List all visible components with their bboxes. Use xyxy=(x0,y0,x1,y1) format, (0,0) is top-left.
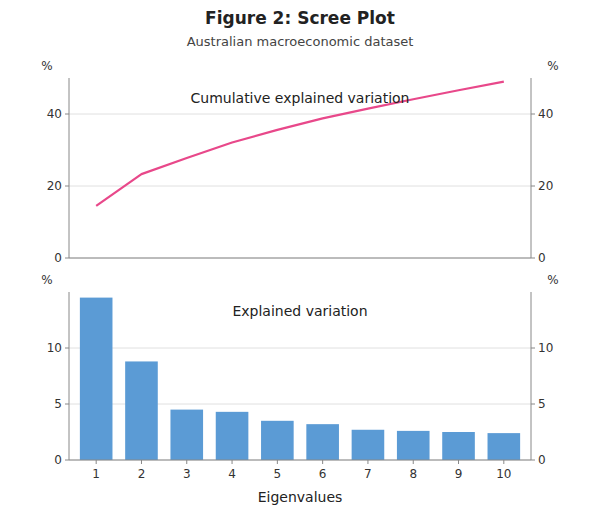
x-tick xyxy=(232,460,233,464)
grid-line xyxy=(69,348,531,349)
y-tick xyxy=(65,348,69,349)
bar xyxy=(170,410,203,460)
grid-line xyxy=(69,258,531,259)
y-tick-label: 0 xyxy=(54,251,62,265)
bar xyxy=(352,430,385,460)
x-axis-line xyxy=(69,258,531,259)
line xyxy=(96,82,504,206)
x-tick xyxy=(186,460,187,464)
annotation: Explained variation xyxy=(232,303,367,319)
bar xyxy=(80,298,113,460)
y2-tick xyxy=(531,186,535,187)
x-tick xyxy=(277,460,278,464)
subtitle: Australian macroeconomic dataset xyxy=(187,34,414,49)
bar xyxy=(125,361,158,460)
grid-line xyxy=(69,114,531,115)
title: Figure 2: Scree Plot xyxy=(205,8,395,28)
bar xyxy=(306,424,339,460)
x-tick xyxy=(367,460,368,464)
panel: 0 20 40 0 20 40%% Cumulative explained variati… xyxy=(41,59,558,265)
grid-line xyxy=(69,460,531,461)
y-axis-line xyxy=(69,292,70,460)
y2-tick xyxy=(531,348,535,349)
y-tick-label: 10 xyxy=(47,341,62,355)
x-tick xyxy=(322,460,323,464)
x-tick xyxy=(458,460,459,464)
x-tick-label: 4 xyxy=(228,467,236,481)
x-tick-label: 2 xyxy=(138,467,146,481)
x-tick-label: 6 xyxy=(319,467,327,481)
y-axis-label: % xyxy=(41,59,52,73)
y-tick xyxy=(65,114,69,115)
y-axis-line xyxy=(69,78,70,258)
x-tick xyxy=(141,460,142,464)
y-tick-label: 20 xyxy=(47,179,62,193)
y2-tick xyxy=(531,404,535,405)
y2-tick-label: 0 xyxy=(538,251,546,265)
chart: Figure 2: Scree Plot Australian macroecon… xyxy=(0,0,600,530)
y2-tick xyxy=(531,460,535,461)
panel: 0 5 10 0 5 10 1 2 3 4 5 6 7 8 9 10%% Eigenvalues Explaine… xyxy=(41,273,558,505)
marks xyxy=(96,82,504,206)
bar xyxy=(216,412,249,460)
x-tick-label: 5 xyxy=(274,467,282,481)
marks xyxy=(80,298,520,460)
y-tick xyxy=(65,460,69,461)
x-tick xyxy=(503,460,504,464)
y-axis-label: % xyxy=(41,273,52,287)
x-tick-label: 1 xyxy=(92,467,100,481)
y-tick xyxy=(65,404,69,405)
y2-tick xyxy=(531,258,535,259)
y-tick-label: 40 xyxy=(47,107,62,121)
y2-tick-label: 40 xyxy=(538,107,553,121)
bar xyxy=(488,433,521,460)
y2-tick-label: 10 xyxy=(538,341,553,355)
x-tick-label: 10 xyxy=(496,467,511,481)
y2-tick-label: 5 xyxy=(538,397,546,411)
y2-axis-line xyxy=(531,78,532,258)
x-tick-label: 9 xyxy=(455,467,463,481)
x-tick-label: 3 xyxy=(183,467,191,481)
bar xyxy=(397,431,430,460)
x-axis-line xyxy=(69,460,531,461)
bar xyxy=(442,432,475,460)
y2-tick-label: 0 xyxy=(538,453,546,467)
y-tick xyxy=(65,258,69,259)
x-tick xyxy=(413,460,414,464)
x-tick-label: 7 xyxy=(364,467,372,481)
y2-axis-line xyxy=(531,292,532,460)
background xyxy=(0,0,600,530)
y2-axis-label: % xyxy=(547,273,558,287)
x-axis-label: Eigenvalues xyxy=(258,489,343,505)
y-tick xyxy=(65,186,69,187)
x-tick xyxy=(96,460,97,464)
y2-axis-label: % xyxy=(547,59,558,73)
x-tick-label: 8 xyxy=(409,467,417,481)
bar xyxy=(261,421,294,460)
grid-line xyxy=(69,186,531,187)
y-tick-label: 5 xyxy=(54,397,62,411)
y2-tick-label: 20 xyxy=(538,179,553,193)
y-tick-label: 0 xyxy=(54,453,62,467)
y2-tick xyxy=(531,114,535,115)
annotation: Cumulative explained variation xyxy=(191,90,410,106)
